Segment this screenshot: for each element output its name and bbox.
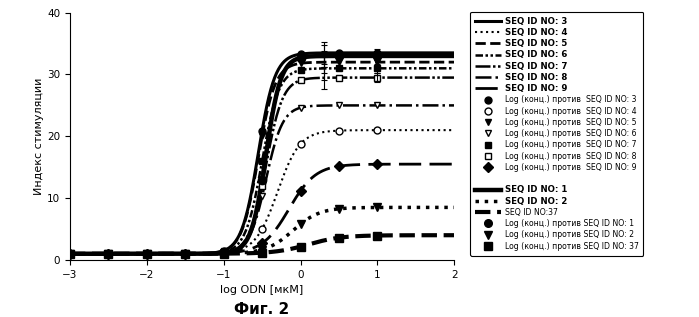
Legend: SEQ ID NO: 3, SEQ ID NO: 4, SEQ ID NO: 5, SEQ ID NO: 6, SEQ ID NO: 7, SEQ ID NO:: SEQ ID NO: 3, SEQ ID NO: 4, SEQ ID NO: 5… xyxy=(470,12,643,256)
Y-axis label: Индекс стимуляции: Индекс стимуляции xyxy=(34,78,44,195)
X-axis label: log ODN [мкМ]: log ODN [мкМ] xyxy=(220,285,304,295)
Text: Фиг. 2: Фиг. 2 xyxy=(234,302,290,317)
